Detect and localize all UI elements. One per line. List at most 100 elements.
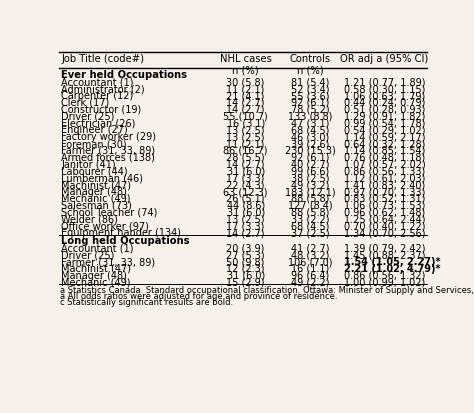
Text: Manager (48): Manager (48) (61, 270, 127, 280)
Text: 12 (2.3): 12 (2.3) (227, 263, 265, 273)
Text: 16 (3.1): 16 (3.1) (227, 118, 265, 128)
Text: Lumberman (46): Lumberman (46) (61, 173, 143, 183)
Text: 133 (8.8): 133 (8.8) (288, 112, 332, 121)
Text: 44 (8.6): 44 (8.6) (227, 200, 265, 210)
Text: 27 (5.3): 27 (5.3) (227, 249, 265, 260)
Text: Driver (25): Driver (25) (61, 249, 114, 260)
Text: 47 (3.1): 47 (3.1) (291, 118, 329, 128)
Text: 20 (3.9): 20 (3.9) (227, 243, 265, 253)
Text: 55 (10.7): 55 (10.7) (223, 112, 268, 121)
Text: 33 (2.2): 33 (2.2) (291, 214, 329, 224)
Text: 38 (2.5): 38 (2.5) (291, 173, 329, 183)
Text: Accountant (1): Accountant (1) (61, 243, 134, 253)
Text: Driver (25): Driver (25) (61, 112, 114, 121)
Text: 86 (16.7): 86 (16.7) (223, 146, 268, 156)
Text: 2.21 (1.02, 4.79)*: 2.21 (1.02, 4.79)* (344, 263, 440, 273)
Text: Farmer (31, 33, 89): Farmer (31, 33, 89) (61, 146, 155, 156)
Text: 0.97 (0.70, 1.33): 0.97 (0.70, 1.33) (344, 187, 425, 197)
Text: 41 (2.7): 41 (2.7) (291, 243, 329, 253)
Text: 81 (5.4): 81 (5.4) (291, 77, 329, 87)
Text: 48 (3.2): 48 (3.2) (291, 249, 329, 260)
Text: Controls
n (%): Controls n (%) (290, 54, 330, 76)
Text: 1.29 (0.91, 1.82): 1.29 (0.91, 1.82) (344, 112, 425, 121)
Text: 1.41 (0.83, 2.40): 1.41 (0.83, 2.40) (344, 180, 425, 190)
Text: 11 (2.1): 11 (2.1) (227, 139, 265, 149)
Text: 13 (2.5): 13 (2.5) (227, 132, 265, 142)
Text: 46 (3.0): 46 (3.0) (291, 132, 329, 142)
Text: Long held Occupations: Long held Occupations (61, 236, 190, 246)
Text: 230 (15.3): 230 (15.3) (284, 146, 335, 156)
Text: 88 (5.8): 88 (5.8) (291, 193, 329, 204)
Text: 0.76 (0.48, 1.18): 0.76 (0.48, 1.18) (344, 152, 425, 162)
Text: 11 (2.1): 11 (2.1) (227, 84, 265, 94)
Text: Mechanic (49): Mechanic (49) (61, 277, 130, 287)
Text: 0.58 (0.30, 1.15): 0.58 (0.30, 1.15) (344, 84, 425, 94)
Text: 0.86 (0.56, 1.32): 0.86 (0.56, 1.32) (344, 270, 425, 280)
Text: c Statistically significant results are bold.: c Statistically significant results are … (60, 297, 234, 306)
Text: 15 (2.9): 15 (2.9) (227, 277, 265, 287)
Text: 0.64 (0.32, 1.28): 0.64 (0.32, 1.28) (344, 139, 425, 149)
Text: Foreman (30): Foreman (30) (61, 139, 127, 149)
Text: 16 (1.1): 16 (1.1) (291, 263, 329, 273)
Text: 31 (6.0): 31 (6.0) (227, 207, 265, 217)
Text: Office worker (97): Office worker (97) (61, 221, 149, 231)
Text: Electrician (26): Electrician (26) (61, 118, 136, 128)
Text: 14 (2.7): 14 (2.7) (227, 98, 265, 108)
Text: 1.06 (0.63, 1.79): 1.06 (0.63, 1.79) (344, 91, 425, 101)
Text: Job Title (code#): Job Title (code#) (61, 54, 144, 64)
Text: 37 (2.5): 37 (2.5) (291, 228, 329, 237)
Text: 68 (4.5): 68 (4.5) (291, 125, 329, 135)
Text: 30 (5.8): 30 (5.8) (227, 77, 265, 87)
Text: 26 (5.1): 26 (5.1) (227, 193, 265, 204)
Text: 0.54 (0.29, 1.02): 0.54 (0.29, 1.02) (344, 125, 426, 135)
Text: 1.14 (0.85, 1.54): 1.14 (0.85, 1.54) (344, 146, 425, 156)
Text: 1.54 (1.05, 2.27)*: 1.54 (1.05, 2.27)* (344, 256, 440, 266)
Text: 14 (2.7): 14 (2.7) (227, 159, 265, 169)
Text: Constructor (19): Constructor (19) (61, 104, 141, 114)
Text: 92 (6.1): 92 (6.1) (291, 152, 329, 162)
Text: 0.96 (0.62, 1.48): 0.96 (0.62, 1.48) (344, 207, 425, 217)
Text: 21 (4.1): 21 (4.1) (227, 91, 265, 101)
Text: Labourer (44): Labourer (44) (61, 166, 128, 176)
Text: Farmer (31, 33, 89): Farmer (31, 33, 89) (61, 256, 155, 266)
Text: 31 (6.0): 31 (6.0) (227, 166, 265, 176)
Text: 1.06 (0.73, 1.53): 1.06 (0.73, 1.53) (344, 200, 425, 210)
Text: 0.83 (0.52, 1.31): 0.83 (0.52, 1.31) (344, 193, 425, 204)
Text: 17 (3.3): 17 (3.3) (227, 221, 265, 231)
Text: 96 (6.4): 96 (6.4) (291, 270, 329, 280)
Text: a Statistics Canada. Standard occupational classification. Ottawa: Minister of S: a Statistics Canada. Standard occupation… (60, 285, 474, 294)
Text: 127 (8.4): 127 (8.4) (288, 200, 332, 210)
Text: 14 (2.7): 14 (2.7) (227, 228, 265, 237)
Text: 1.25 (0.64, 2.44): 1.25 (0.64, 2.44) (344, 214, 426, 224)
Text: 1.07 (0.57, 2.02): 1.07 (0.57, 2.02) (344, 159, 426, 169)
Text: 49 (3.2): 49 (3.2) (291, 180, 329, 190)
Text: 78 (5.2): 78 (5.2) (291, 104, 329, 114)
Text: 50 (9.8): 50 (9.8) (227, 256, 265, 266)
Text: Salesman (73): Salesman (73) (61, 200, 132, 210)
Text: a All odds ratios were adjusted for age and province of residence.: a All odds ratios were adjusted for age … (60, 292, 338, 300)
Text: Factory worker (29): Factory worker (29) (61, 132, 156, 142)
Text: 55 (3.6): 55 (3.6) (291, 91, 329, 101)
Text: Mechanic (49): Mechanic (49) (61, 193, 130, 204)
Text: 13 (2.5): 13 (2.5) (227, 125, 265, 135)
Text: 49 (2.2): 49 (2.2) (291, 277, 329, 287)
Text: Accountant (1): Accountant (1) (61, 77, 134, 87)
Text: 13 (2.5): 13 (2.5) (227, 214, 265, 224)
Text: 1.14 (0.59, 2.17): 1.14 (0.59, 2.17) (344, 132, 426, 142)
Text: 1.34 (0.70, 2.56): 1.34 (0.70, 2.56) (344, 228, 426, 237)
Text: 183 (12.1): 183 (12.1) (285, 187, 335, 197)
Text: 40 (2.7): 40 (2.7) (291, 159, 329, 169)
Text: 1.00 (0.99, 1.02): 1.00 (0.99, 1.02) (344, 277, 425, 287)
Text: 17 (3.3): 17 (3.3) (227, 173, 265, 183)
Text: OR adj a (95% CI): OR adj a (95% CI) (340, 54, 428, 64)
Text: Machinist (47): Machinist (47) (61, 263, 131, 273)
Text: 0.70 (0.40, 1.22): 0.70 (0.40, 1.22) (344, 221, 426, 231)
Text: 63 (12.3): 63 (12.3) (223, 187, 268, 197)
Text: Equipment hander (134): Equipment hander (134) (61, 228, 181, 237)
Text: 14 (2.7): 14 (2.7) (227, 104, 265, 114)
Text: 31 (6.0): 31 (6.0) (227, 270, 265, 280)
Text: 1.39 (0.79, 2.42): 1.39 (0.79, 2.42) (344, 243, 426, 253)
Text: 99 (6.6): 99 (6.6) (291, 166, 329, 176)
Text: 0.86 (0.56, 1.33): 0.86 (0.56, 1.33) (344, 166, 425, 176)
Text: Clerk (17): Clerk (17) (61, 98, 109, 108)
